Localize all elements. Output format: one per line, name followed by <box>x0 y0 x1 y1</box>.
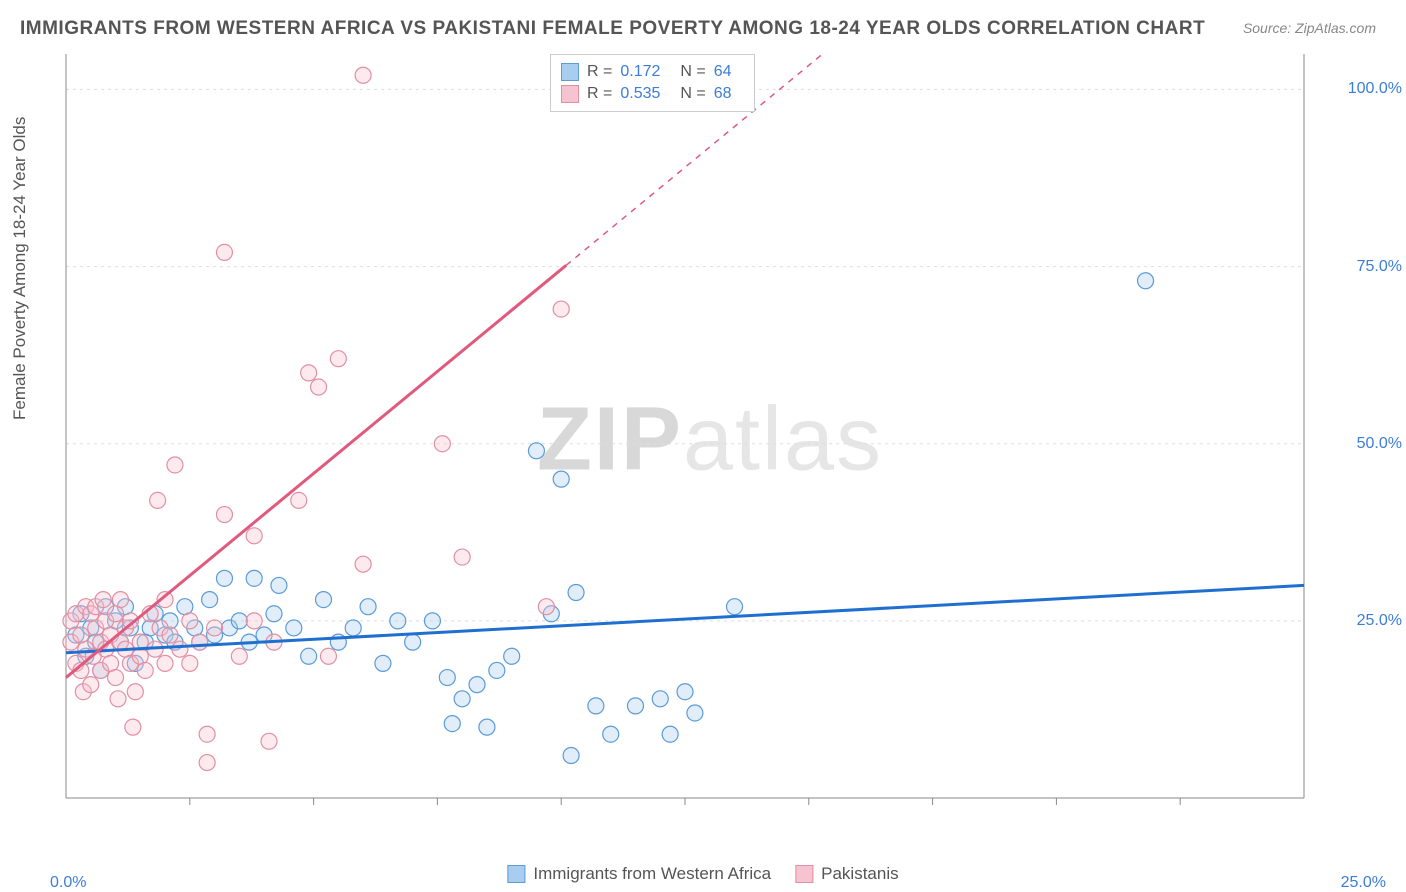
swatch-series-2 <box>561 85 579 103</box>
r-label: R = <box>587 85 612 103</box>
swatch-series-1 <box>561 63 579 81</box>
x-axis-min: 0.0% <box>50 874 86 892</box>
legend-row-series-2: R = 0.535 N = 68 <box>561 83 744 105</box>
chart-container: ZIPatlas <box>50 50 1370 830</box>
swatch-series-2 <box>795 865 813 883</box>
legend-label-1: Immigrants from Western Africa <box>533 864 771 884</box>
chart-title: IMMIGRANTS FROM WESTERN AFRICA VS PAKIST… <box>20 18 1205 40</box>
source-credit: Source: ZipAtlas.com <box>1243 20 1376 36</box>
y-axis-label: Female Poverty Among 18-24 Year Olds <box>10 117 30 420</box>
legend-row-series-1: R = 0.172 N = 64 <box>561 61 744 83</box>
x-axis-max: 25.0% <box>1341 874 1386 892</box>
legend-item-1: Immigrants from Western Africa <box>507 864 771 884</box>
series-legend: Immigrants from Western Africa Pakistani… <box>507 864 898 884</box>
swatch-series-1 <box>507 865 525 883</box>
n-label: N = <box>680 63 705 81</box>
r-value-2: 0.535 <box>620 85 660 103</box>
scatter-plot <box>50 50 1370 830</box>
n-value-2: 68 <box>714 85 732 103</box>
correlation-legend: R = 0.172 N = 64 R = 0.535 N = 68 <box>550 54 755 112</box>
n-value-1: 64 <box>714 63 732 81</box>
n-label: N = <box>680 85 705 103</box>
r-label: R = <box>587 63 612 81</box>
r-value-1: 0.172 <box>620 63 660 81</box>
legend-item-2: Pakistanis <box>795 864 898 884</box>
legend-label-2: Pakistanis <box>821 864 898 884</box>
